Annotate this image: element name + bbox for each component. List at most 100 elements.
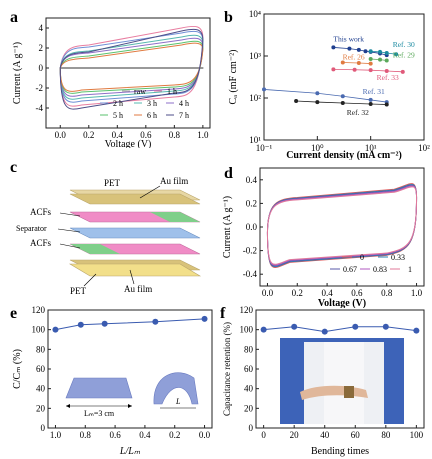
panel-f-ytick-label: 0	[249, 423, 254, 433]
layer-pet-bottom	[68, 263, 202, 277]
panel-b-xtick-label: 10²	[418, 143, 430, 153]
bent-length-label: L	[175, 397, 181, 406]
panel-e-ytick-label: 0	[41, 423, 46, 433]
panel-b-point	[368, 56, 373, 61]
panel-f-ytick-label: 100	[240, 325, 254, 335]
panel-e-letter: e	[10, 305, 17, 322]
panel-a-xtick-label: 0.0	[55, 130, 67, 140]
panel-a-ylabel: Current (A g⁻¹)	[12, 42, 23, 104]
green-tab-bottom	[70, 244, 120, 254]
leader-acf-bottom	[59, 243, 81, 249]
panel-e-point	[52, 326, 59, 333]
bent-electrode-illustration	[153, 372, 199, 405]
panel-b-line-Ref30	[370, 50, 397, 55]
panel-f-xtick-label: 60	[351, 430, 361, 440]
panel-a-legend-label: 1 h	[167, 87, 177, 96]
label-separator: Separator	[16, 224, 47, 233]
panel-f-letter: f	[220, 305, 226, 322]
panel-a-legend-label: 2 h	[113, 99, 123, 108]
panel-c-letter: c	[10, 159, 17, 176]
panel-e-ytick-label: 80	[36, 344, 46, 354]
panel-d-ytick-label: -0.4	[243, 269, 258, 279]
panel-b-xlabel: Current density (mA cm⁻²)	[286, 150, 402, 160]
panel-a-ytick-label: 0	[39, 63, 44, 73]
panel-f-xtick-label: 80	[381, 430, 391, 440]
panel-b-point	[400, 69, 405, 74]
panel-b-point	[394, 52, 399, 57]
panel-d-xtick-label: 0.6	[351, 288, 363, 298]
panel-b-point	[384, 50, 389, 55]
panel-e-ytick-label: 60	[36, 364, 46, 374]
panel-e-xtick-label: 0.6	[109, 430, 121, 440]
panel-d-xtick-label: 1.0	[411, 288, 423, 298]
panel-b-point	[368, 61, 373, 66]
leader-pet-bottom	[83, 273, 97, 287]
panel-b-point	[368, 97, 373, 102]
panel-f-xlabel: Bending times	[311, 446, 369, 457]
panel-d-ytick-label: 0.2	[246, 198, 257, 208]
panel-d-axes: 0.0 0.2 0.4 0.6 0.8 1.0 -0.4 -0.2 0.0 0.2 0.4	[243, 175, 423, 298]
panel-b-label-Ref31: Ref. 31	[363, 87, 385, 96]
panel-a-ytick-label: 4	[39, 23, 44, 33]
panel-b-plot-frame	[263, 13, 425, 141]
panel-b-ytick-label: 10⁴	[249, 9, 261, 19]
panel-e-xtick-label: 0.4	[139, 430, 151, 440]
panel-b-point	[368, 101, 373, 106]
panel-e-xtick-label: 0.2	[169, 430, 180, 440]
panel-f-point	[260, 326, 267, 333]
panel-f-point	[382, 323, 389, 330]
panel-b-point	[368, 68, 373, 73]
green-tab-top	[150, 212, 200, 222]
panel-e-xlabel: L/Lₘ	[119, 446, 141, 457]
panel-a-letter: a	[10, 9, 18, 26]
leader-au-bottom	[129, 269, 135, 285]
panel-b-point	[378, 49, 383, 54]
panel-f-ytick-label: 20	[244, 403, 254, 413]
panel-f-point	[352, 323, 359, 330]
panel-d-plot-frame	[259, 167, 425, 287]
panel-b-point	[356, 61, 361, 66]
panel-b-point	[340, 60, 345, 65]
panel-f-xtick-label: 20	[290, 430, 300, 440]
panel-a-legend-label: 6 h	[147, 111, 157, 120]
flat-arrow-right-head	[128, 404, 132, 408]
layer-separator	[69, 227, 201, 239]
panel-d-curves	[266, 183, 418, 268]
panel-a-legend-label: 4 h	[179, 99, 189, 108]
panel-c-diagram: c PET Au film ACFs Separator ACFs PET Au…	[10, 159, 202, 296]
panel-d-legend-label: 0.67	[343, 265, 357, 274]
panel-b-point	[368, 49, 373, 54]
panel-f-axes: 0 20 40 60 80 100 0 20 40 60 80 100 120	[240, 305, 424, 440]
panel-f-line	[260, 323, 420, 335]
panel-b-point	[315, 100, 320, 105]
label-acf-top: ACFs	[30, 207, 52, 217]
panel-b-label-Ref29: Ref. 29	[393, 51, 415, 60]
panel-b-point	[384, 68, 389, 73]
panel-b-ytick-label: 10²	[249, 93, 261, 103]
panel-b-series-labels: This work Ref. 30 Ref. 29 Ref. 26 Ref. 33 Ref…	[333, 34, 415, 117]
panel-b-label-Ref26: Ref. 26	[343, 53, 365, 62]
panel-d-legend-label: 1	[408, 265, 412, 274]
panel-a-xtick-label: 0.6	[140, 130, 152, 140]
panel-f-ytick-label: 40	[244, 384, 254, 394]
panel-b-point	[340, 101, 345, 106]
panel-e-point	[77, 321, 84, 328]
panel-e-xtick-label: 0.8	[80, 430, 92, 440]
panel-b-xtick-label: 10¹	[365, 143, 377, 153]
panel-b-point	[356, 47, 361, 52]
panel-b-point	[384, 102, 389, 107]
panel-b-point	[262, 87, 266, 92]
panel-d-legend-label: 0	[360, 253, 364, 262]
panel-e-xtick-label: 0.0	[199, 430, 211, 440]
panel-a-legend-label: 5 h	[113, 111, 123, 120]
wearable-photo	[280, 338, 404, 424]
panel-b-point	[347, 46, 352, 51]
panel-f-point	[413, 327, 420, 334]
panel-d-ytick-label: 0.0	[246, 222, 258, 232]
panel-a-xlabel: Voltage (V)	[105, 139, 152, 148]
panel-f-connector	[263, 326, 417, 333]
panel-b-point	[315, 91, 320, 96]
panel-d-series-1	[266, 186, 418, 265]
panel-e-ytick-label: 100	[32, 325, 46, 335]
